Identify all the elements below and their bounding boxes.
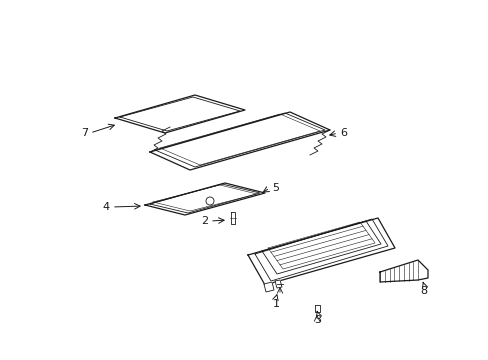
Polygon shape [314,305,319,312]
Text: 4: 4 [102,202,110,212]
Text: 6: 6 [339,128,346,138]
Polygon shape [230,212,235,224]
Text: 7: 7 [81,128,88,138]
Polygon shape [264,282,273,292]
Polygon shape [115,95,244,133]
Text: 2: 2 [201,216,207,226]
Polygon shape [150,112,329,170]
Polygon shape [247,218,394,285]
Text: 8: 8 [420,286,427,296]
Polygon shape [145,183,264,215]
Text: 5: 5 [271,183,279,193]
Polygon shape [379,260,427,282]
Polygon shape [274,280,282,288]
Text: 3: 3 [314,315,321,325]
Text: 1: 1 [272,299,279,309]
